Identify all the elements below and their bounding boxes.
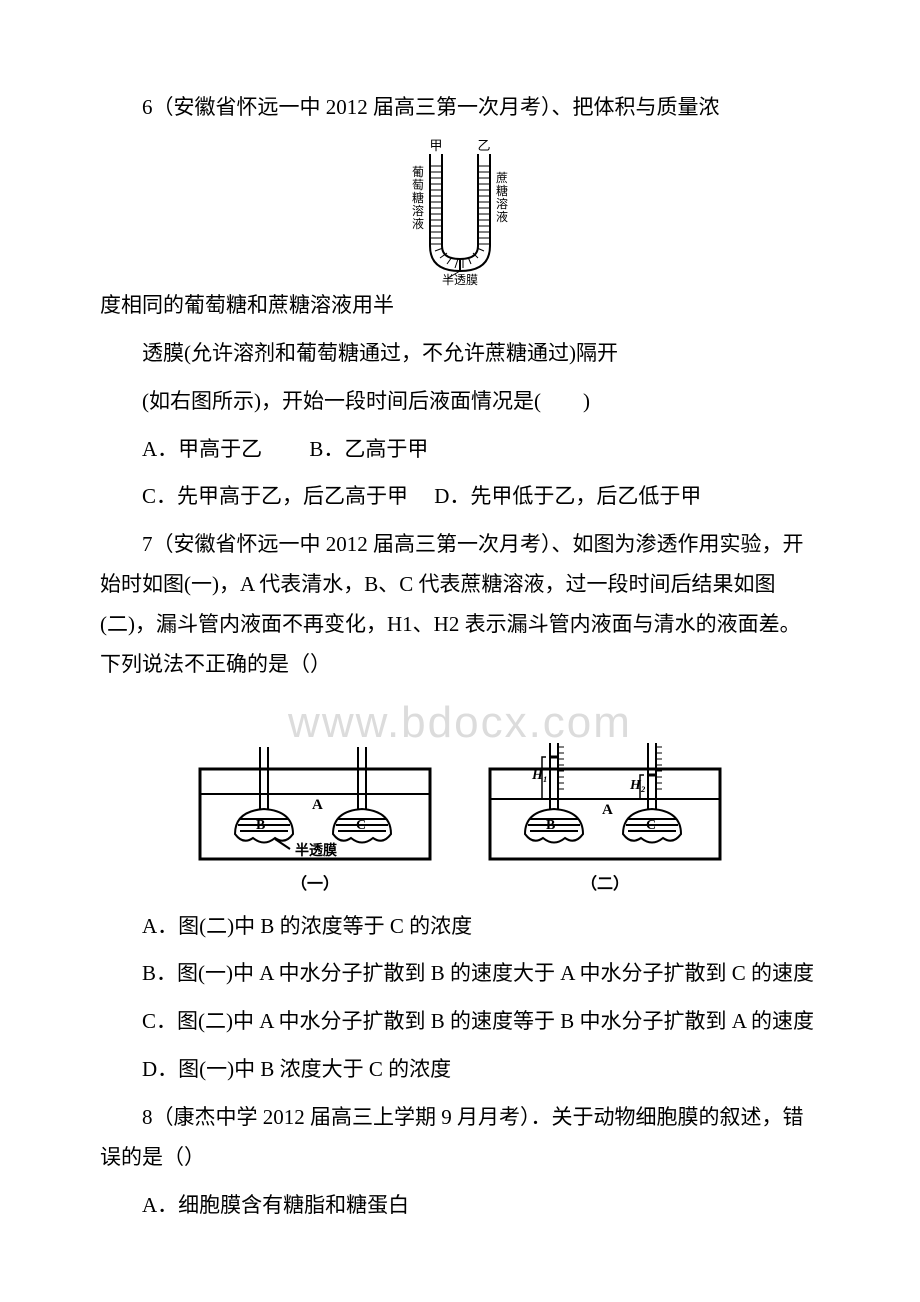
- q7-fig1-A: A: [312, 797, 323, 813]
- q7-fig2: H₁: [480, 739, 730, 899]
- q8-optA: A．细胞膜含有糖脂和糖蛋白: [100, 1186, 820, 1226]
- q7-fig1: B C A 半透膜 （一）: [190, 739, 440, 899]
- q6-options-cd: C．先甲高于乙，后乙高于甲 D．先甲低于乙，后乙低于甲: [100, 477, 820, 517]
- q6-label-right: 蔗糖溶液: [496, 171, 508, 224]
- question-7: 7（安徽省怀远一中 2012 届高三第一次月考）、如图为渗透作用实验，开始时如图…: [100, 525, 820, 1090]
- q7-fig2-A: A: [602, 802, 613, 818]
- q7-optD: D．图(一)中 B 浓度大于 C 的浓度: [100, 1050, 820, 1090]
- q7-fig2-H2: H₂: [629, 778, 646, 793]
- q7-fig2-caption: （二）: [581, 875, 629, 893]
- q6-label-membrane: 半透膜: [442, 273, 478, 286]
- q7-fig1-B: B: [256, 818, 265, 833]
- question-8: 8（康杰中学 2012 届高三上学期 9 月月考）．关于动物细胞膜的叙述，错误的…: [100, 1098, 820, 1226]
- q6-options-ab: A．甲高于乙 B．乙高于甲: [100, 430, 820, 470]
- q6-perm: 透膜(允许溶剂和葡萄糖通过，不允许蔗糖通过)隔开: [100, 334, 820, 374]
- q7-fig1-caption: （一）: [291, 875, 339, 893]
- q7-fig1-C: C: [356, 818, 366, 833]
- q8-lead: 8（康杰中学 2012 届高三上学期 9 月月考）．关于动物细胞膜的叙述，错误的…: [100, 1098, 820, 1178]
- q7-optC: C．图(二)中 A 中水分子扩散到 B 的速度等于 B 中水分子扩散到 A 的速…: [100, 1002, 820, 1042]
- page: 6（安徽省怀远一中 2012 届高三第一次月考）、把体积与质量浓: [0, 0, 920, 1294]
- q6-label-left: 葡萄糖溶液: [412, 165, 424, 231]
- q6-lead-b: 度相同的葡萄糖和蔗糖溶液用半: [100, 286, 820, 326]
- q7-optA: A．图(二)中 B 的浓度等于 C 的浓度: [100, 907, 820, 947]
- q7-fig2-C: C: [646, 818, 656, 833]
- q6-optA: A．甲高于乙: [142, 437, 262, 461]
- q7-fig1-membrane: 半透膜: [295, 842, 337, 859]
- q7-figures: B C A 半透膜 （一）: [100, 739, 820, 899]
- q6-as-shown: (如右图所示)，开始一段时间后液面情况是( ): [100, 382, 820, 422]
- q6-lead-a: 6（安徽省怀远一中 2012 届高三第一次月考）、把体积与质量浓: [100, 88, 820, 128]
- q6-optC: C．先甲高于乙，后乙高于甲: [142, 484, 408, 508]
- q6-utube-diagram: 甲 乙 葡萄糖溶液 蔗糖溶液 半透膜: [360, 136, 560, 286]
- q6-label-yi: 乙: [477, 138, 490, 153]
- question-6: 6（安徽省怀远一中 2012 届高三第一次月考）、把体积与质量浓: [100, 88, 820, 517]
- q6-optB: B．乙高于甲: [309, 437, 428, 461]
- q6-optD: D．先甲低于乙，后乙低于甲: [434, 484, 701, 508]
- q6-label-jia: 甲: [429, 138, 442, 153]
- q7-lead: 7（安徽省怀远一中 2012 届高三第一次月考）、如图为渗透作用实验，开始时如图…: [100, 525, 820, 685]
- q7-fig2-H1: H₁: [531, 768, 548, 783]
- q7-fig2-B: B: [546, 818, 555, 833]
- q6-diagram-wrap: 甲 乙 葡萄糖溶液 蔗糖溶液 半透膜: [100, 136, 820, 286]
- q7-optB: B．图(一)中 A 中水分子扩散到 B 的速度大于 A 中水分子扩散到 C 的速…: [100, 954, 820, 994]
